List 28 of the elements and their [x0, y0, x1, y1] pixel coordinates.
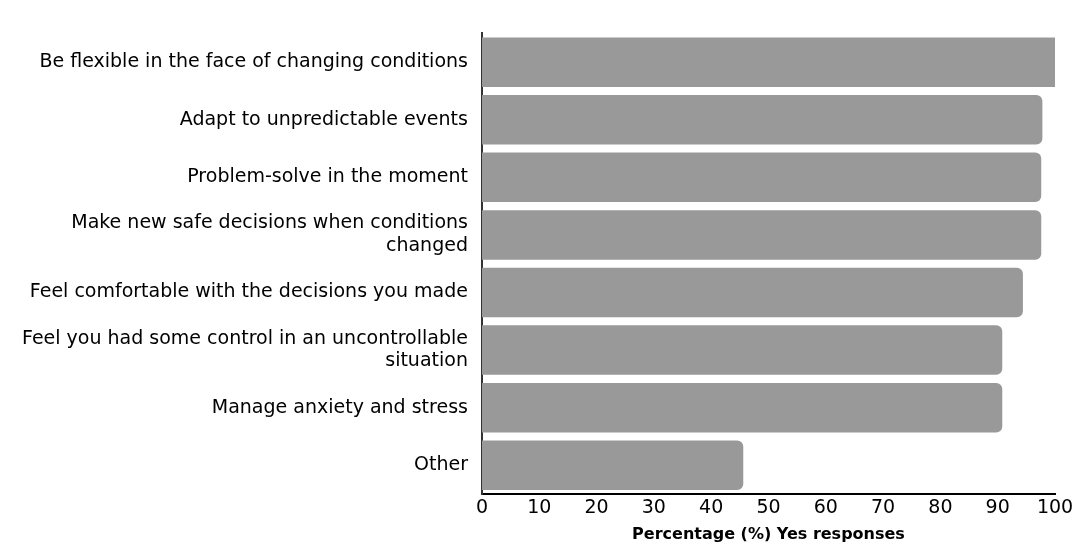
- bar: [481, 95, 1043, 145]
- y-tick-label: Make new safe decisions when conditions changed: [71, 210, 468, 256]
- x-tick-label: 0: [475, 495, 489, 518]
- bar: [481, 210, 1042, 260]
- x-tick-label: 40: [699, 495, 724, 518]
- x-tick-label: 70: [870, 495, 896, 518]
- y-tick-label: Manage anxiety and stress: [211, 394, 468, 417]
- y-tick-label: Adapt to unpredictable events: [179, 106, 468, 129]
- x-tick-label: 90: [985, 495, 1010, 518]
- x-tick-label: 60: [813, 495, 838, 518]
- x-tick-label: 50: [756, 495, 781, 518]
- x-tick-label: 100: [1036, 495, 1074, 518]
- x-tick-label: 30: [641, 495, 666, 518]
- x-tick-label: 20: [584, 495, 609, 518]
- y-tick-label: Be flexible in the face of changing conditions: [39, 49, 468, 72]
- bar: [481, 325, 1003, 375]
- y-tick-label: Problem-solve in the moment: [187, 164, 468, 187]
- bar: [481, 382, 1003, 433]
- x-tick-label: 80: [928, 495, 953, 518]
- bar: [481, 267, 1023, 318]
- x-tick-label: 10: [527, 495, 552, 518]
- y-tick-label: Feel comfortable with the decisions you made: [29, 279, 468, 302]
- bar: [481, 37, 1055, 87]
- bar: [481, 440, 744, 490]
- y-tick-label: Feel you had some control in an uncontrollable situation: [21, 325, 468, 371]
- bar: [481, 152, 1042, 203]
- x-axis-title: Percentage (%) Yes responses: [632, 523, 905, 543]
- y-tick-label: Other: [414, 452, 469, 475]
